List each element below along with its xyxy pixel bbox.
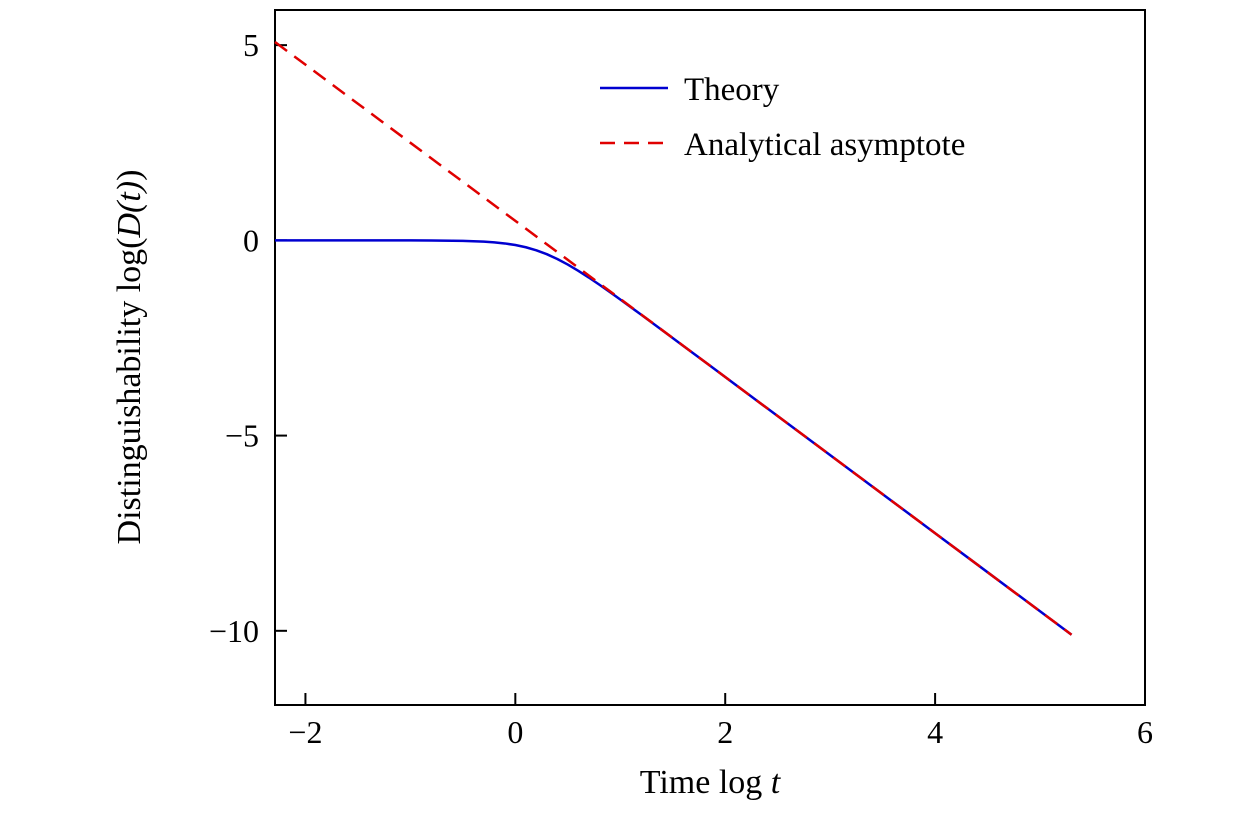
y-tick-label: 5 [243,27,259,63]
x-tick-label: 6 [1137,714,1153,750]
x-axis-title-text: Time log [640,764,771,801]
y-tick-label: −5 [225,418,259,454]
y-axis-title: Distinguishability log(D(t)) [111,170,148,545]
y-tick-label: 0 [243,222,259,258]
legend: Theory Analytical asymptote [600,72,965,163]
y-tick-label: −10 [209,613,259,649]
x-axis-title: Time log t [640,764,782,801]
x-tick-label: 4 [927,714,943,750]
x-axis-title-math: t [771,764,782,801]
y-axis-title-math: D(t) [111,181,148,239]
x-tick-label: −2 [288,714,322,750]
legend-label-asymptote: Analytical asymptote [684,127,965,163]
y-axis-title-text: Distinguishability log( [111,238,148,545]
x-tick-label: 0 [507,714,523,750]
legend-label-theory: Theory [684,72,780,108]
series-line-analytical-asymptote [274,41,1073,636]
plot-frame [274,9,1146,706]
x-tick-label: 2 [717,714,733,750]
y-axis-title-close: ) [111,170,148,181]
series-line-theory [275,239,1073,636]
plot-area: −2 0 2 4 6 5 0 −5 −10 [209,9,1153,750]
